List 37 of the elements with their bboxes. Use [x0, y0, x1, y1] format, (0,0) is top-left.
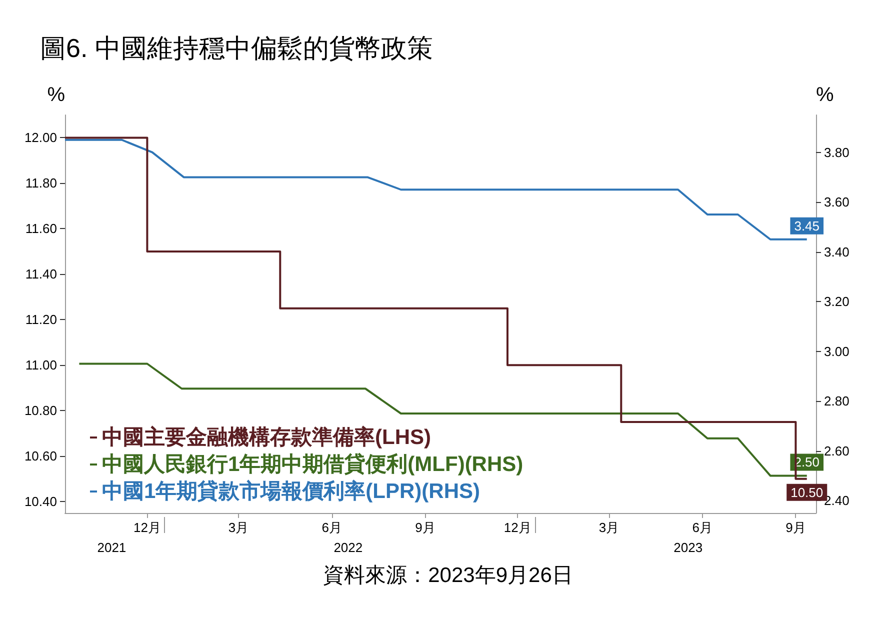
y2-tick-label: 2.40 [824, 493, 850, 508]
y2-tick-label: 3.80 [824, 144, 850, 160]
x-tick-label: 6月 [322, 520, 342, 535]
y-axis-title: % [47, 84, 66, 106]
x-tick-label: 9月 [786, 520, 806, 535]
y2-tick-label: 2.80 [824, 394, 850, 409]
y-tick-label: 10.80 [24, 403, 57, 418]
y-tick-label: 11.00 [25, 358, 57, 373]
y-tick-label: 11.40 [25, 266, 57, 282]
x-tick-label: 12月 [504, 520, 532, 535]
y-tick-label: 11.60 [25, 221, 57, 236]
legend-label: 中國人民銀行1年期中期借貸便利(MLF)(RHS) [102, 452, 524, 476]
y-tick-label: 10.60 [24, 448, 57, 464]
legend-label: 中國1年期貸款市場報價利率(LPR)(RHS) [102, 479, 480, 503]
y2-tick-label: 2.60 [824, 443, 850, 458]
x-tick-label: 3月 [598, 520, 620, 535]
y2-tick-label: 3.00 [824, 344, 850, 359]
x2-tick-label: 2021 [97, 540, 126, 555]
y2-axis-title: % [816, 84, 834, 106]
x2-tick-label: 2022 [334, 540, 363, 555]
source-note: 資料來源：2023年9月26日 [323, 564, 573, 587]
data-label: 10.50 [790, 484, 824, 500]
y-tick-label: 11.80 [25, 176, 57, 191]
y2-tick-label: 3.40 [824, 244, 850, 260]
chart-title: 圖6. 中國維持穩中偏鬆的貨幣政策 [40, 33, 433, 63]
y-tick-label: 10.40 [24, 494, 57, 510]
legend-label: 中國主要金融機構存款準備率(LHS) [102, 425, 431, 449]
x-tick-label: 12月 [133, 520, 161, 535]
y-tick-label: 12.00 [24, 130, 57, 146]
y2-tick-label: 3.60 [824, 194, 850, 210]
data-label: 3.45 [794, 218, 820, 234]
y-tick-label: 11.20 [25, 312, 57, 328]
x-tick-label: 9月 [415, 520, 436, 535]
y2-tick-label: 3.20 [824, 294, 850, 310]
x-tick-label: 6月 [692, 520, 712, 535]
x2-tick-label: 2023 [674, 540, 703, 555]
x-tick-label: 3月 [228, 520, 249, 535]
